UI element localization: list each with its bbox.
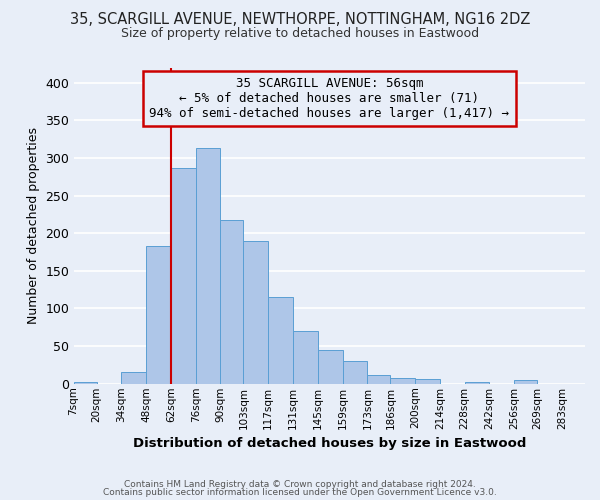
Bar bbox=[367, 374, 391, 384]
Bar bbox=[146, 246, 171, 384]
Bar bbox=[415, 379, 440, 384]
Bar bbox=[464, 382, 490, 384]
Bar bbox=[171, 168, 196, 384]
Text: Contains HM Land Registry data © Crown copyright and database right 2024.: Contains HM Land Registry data © Crown c… bbox=[124, 480, 476, 489]
Bar bbox=[196, 148, 220, 384]
Text: Contains public sector information licensed under the Open Government Licence v3: Contains public sector information licen… bbox=[103, 488, 497, 497]
Y-axis label: Number of detached properties: Number of detached properties bbox=[27, 127, 40, 324]
Text: Size of property relative to detached houses in Eastwood: Size of property relative to detached ho… bbox=[121, 28, 479, 40]
Bar bbox=[268, 297, 293, 384]
Text: 35 SCARGILL AVENUE: 56sqm
← 5% of detached houses are smaller (71)
94% of semi-d: 35 SCARGILL AVENUE: 56sqm ← 5% of detach… bbox=[149, 77, 509, 120]
Bar bbox=[514, 380, 537, 384]
Bar bbox=[293, 331, 318, 384]
Bar bbox=[220, 220, 244, 384]
X-axis label: Distribution of detached houses by size in Eastwood: Distribution of detached houses by size … bbox=[133, 437, 526, 450]
Bar bbox=[74, 382, 97, 384]
Bar bbox=[318, 350, 343, 384]
Bar bbox=[343, 361, 367, 384]
Bar bbox=[391, 378, 415, 384]
Text: 35, SCARGILL AVENUE, NEWTHORPE, NOTTINGHAM, NG16 2DZ: 35, SCARGILL AVENUE, NEWTHORPE, NOTTINGH… bbox=[70, 12, 530, 28]
Bar bbox=[121, 372, 146, 384]
Bar bbox=[244, 240, 268, 384]
